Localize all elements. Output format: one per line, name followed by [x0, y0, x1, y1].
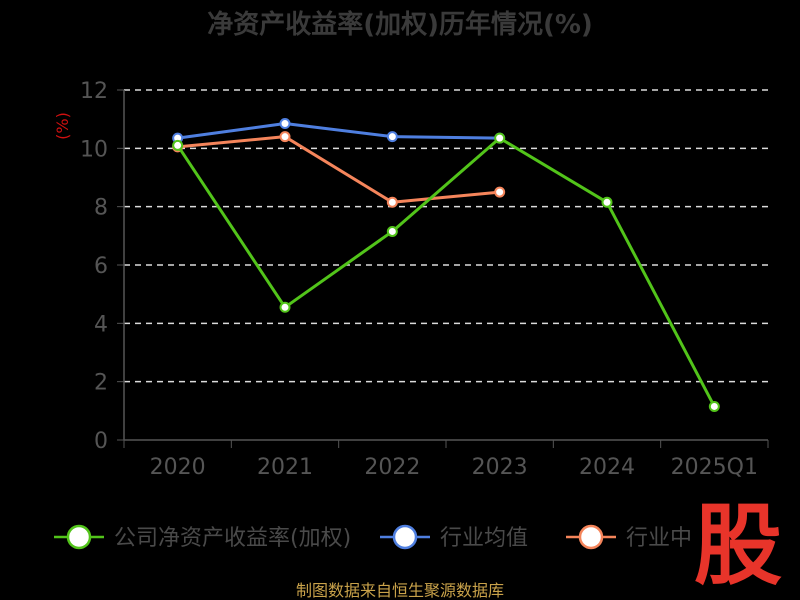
source-note: 制图数据来自恒生聚源数据库	[296, 581, 504, 600]
watermark-logo: 股	[694, 494, 782, 597]
y-tick-label: 12	[80, 79, 108, 104]
data-point	[279, 118, 291, 130]
data-point	[386, 225, 398, 237]
data-point	[386, 131, 398, 143]
data-point	[172, 139, 184, 151]
y-tick-label: 2	[94, 371, 108, 396]
legend-marker	[578, 524, 604, 550]
y-tick-label: 0	[94, 429, 108, 454]
legend-marker	[66, 524, 92, 550]
y-tick-label: 6	[94, 254, 108, 279]
data-point	[708, 400, 720, 412]
series-line	[176, 136, 716, 408]
data-point	[279, 301, 291, 313]
series-line	[177, 122, 500, 140]
x-tick-label: 2021	[257, 455, 313, 480]
y-tick-label: 4	[94, 312, 108, 337]
legend-label: 行业均值	[440, 526, 528, 551]
y-axis-label: (%)	[53, 112, 72, 140]
data-point	[386, 196, 398, 208]
series-layer	[172, 118, 720, 412]
y-tick-label: 8	[94, 196, 108, 221]
legend: 公司净资产收益率(加权) 行业均值 行业中	[54, 524, 692, 551]
legend-label: 行业中	[626, 526, 692, 551]
series-line	[177, 135, 500, 204]
x-tick-label: 2024	[579, 455, 635, 480]
chart-title: 净资产收益率(加权)历年情况(%)	[207, 9, 593, 40]
data-point	[279, 131, 291, 143]
x-tick-label: 2020	[150, 455, 206, 480]
data-point	[494, 186, 506, 198]
y-tick-label: 10	[80, 137, 108, 162]
grid-layer	[124, 89, 768, 383]
x-tick-label: 2023	[472, 455, 528, 480]
x-tick-label: 2022	[364, 455, 420, 480]
axis-layer: 0 2 4 6 8 10 12 2020 2021 2022 2023 2024 2025Q1	[80, 79, 769, 480]
legend-label: 公司净资产收益率(加权)	[114, 526, 351, 551]
x-tick-label: 2025Q1	[671, 455, 758, 480]
data-point	[494, 132, 506, 144]
legend-marker	[392, 524, 418, 550]
data-point	[601, 196, 613, 208]
